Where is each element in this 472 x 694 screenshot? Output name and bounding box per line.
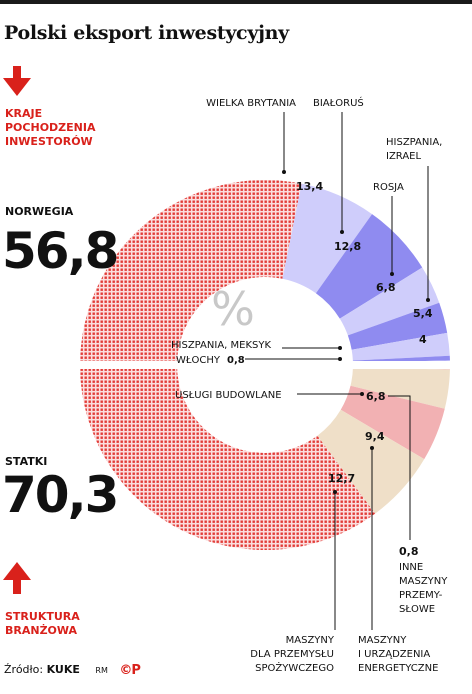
leader-lines [245,112,430,630]
chart-slices [78,179,452,550]
label-inne-line3: PRZEMY- [399,590,443,601]
label-maszyny-energ-line1: MASZYNY [358,635,407,646]
slice-bottom-2 [340,385,445,460]
label-inne-line4: SŁOWE [399,604,435,615]
leader-dot-7 [370,446,374,450]
value-inne: 0,8 [399,545,419,558]
label-uslugi: USŁUGI BUDOWLANE [175,390,282,401]
label-hiszpania-izrael-line2: IZRAEL [386,151,422,162]
page-title: Polski eksport inwestycyjny [4,22,289,44]
value-bialorus: 12,8 [334,240,361,253]
leader-dot-2 [390,272,394,276]
label-wielka-brytania: WIELKA BRYTANIA [206,98,296,109]
brand-logo: ©P [119,663,141,678]
label-maszyny-energ-line3: ENERGETYCZNE [358,663,438,674]
slice-top-4 [347,302,448,350]
label-bialorus: BIAŁORUŚ [313,96,364,109]
label-maszyny-spoz-line3: SPOŻYWCZEGO [255,661,334,674]
label-statki: STATKI [5,455,47,468]
slice-top-3 [339,267,440,336]
leader-dot-8 [333,490,337,494]
arrow-up-icon [3,562,31,594]
value-uslugi: 6,8 [366,390,386,403]
leader-dot-4 [338,346,342,350]
slice-top-2 [315,214,423,319]
halves-separator [78,361,452,369]
label-maszyny-spoz-line2: DLA PRZEMYSŁU [250,649,334,660]
author-initials: RM [95,666,108,675]
arrow-down-icon [3,66,31,96]
label-rosja: ROSJA [373,182,404,193]
percent-symbol: % [211,282,255,336]
leader-dot-3 [426,298,430,302]
label-wlochy: WŁOCHY [176,355,221,366]
leader-dot-5 [338,357,342,361]
label-inne-line1: INNE [399,562,423,573]
leader-line-7 [388,395,411,540]
label-inne-line2: MASZYNY [399,576,448,587]
slice-bottom-1 [350,367,450,409]
heading-kraje-line3: INWESTORÓW [5,135,93,148]
source-label: Źródło: [4,663,44,676]
label-maszyny-spoz-line1: MASZYNY [286,635,335,646]
leader-dot-0 [282,170,286,174]
label-hiszpania-meksyk: HISZPANIA, MEKSYK [171,340,271,351]
value-4: 4 [419,333,427,346]
source-note: Źródło: KUKE RM ©P [4,663,141,678]
heading-kraje-line1: KRAJE [5,107,42,120]
value-rosja: 6,8 [376,281,396,294]
value-maszyny-spoz: 12,7 [328,472,355,485]
value-maszyny-energ: 9,4 [365,430,385,443]
heading-struktura-line1: STRUKTURA [5,610,80,623]
label-norwegia: NORWEGIA [5,205,74,218]
value-statki: 70,3 [2,466,117,524]
value-wlochy: 0,8 [227,355,245,366]
value-wielka-brytania: 13,4 [296,180,323,193]
value-hiszpania-izrael: 5,4 [413,307,433,320]
heading-struktura-line2: BRANŻOWA [5,623,78,637]
label-maszyny-energ-line2: I URZĄDZENIA [358,649,430,660]
slice-top-1 [282,183,373,294]
slice-bottom-3 [317,409,425,514]
value-norwegia: 56,8 [2,222,117,280]
heading-kraje-line2: POCHODZENIA [5,121,96,134]
slice-top-5 [351,332,450,361]
title-rule [0,0,472,4]
slice-top-0 [80,179,302,365]
leader-dot-6 [360,392,364,396]
slice-bottom-4 [80,365,376,550]
source-name: KUKE [46,663,80,676]
leader-dot-1 [340,230,344,234]
label-hiszpania-izrael-line1: HISZPANIA, [386,137,442,148]
